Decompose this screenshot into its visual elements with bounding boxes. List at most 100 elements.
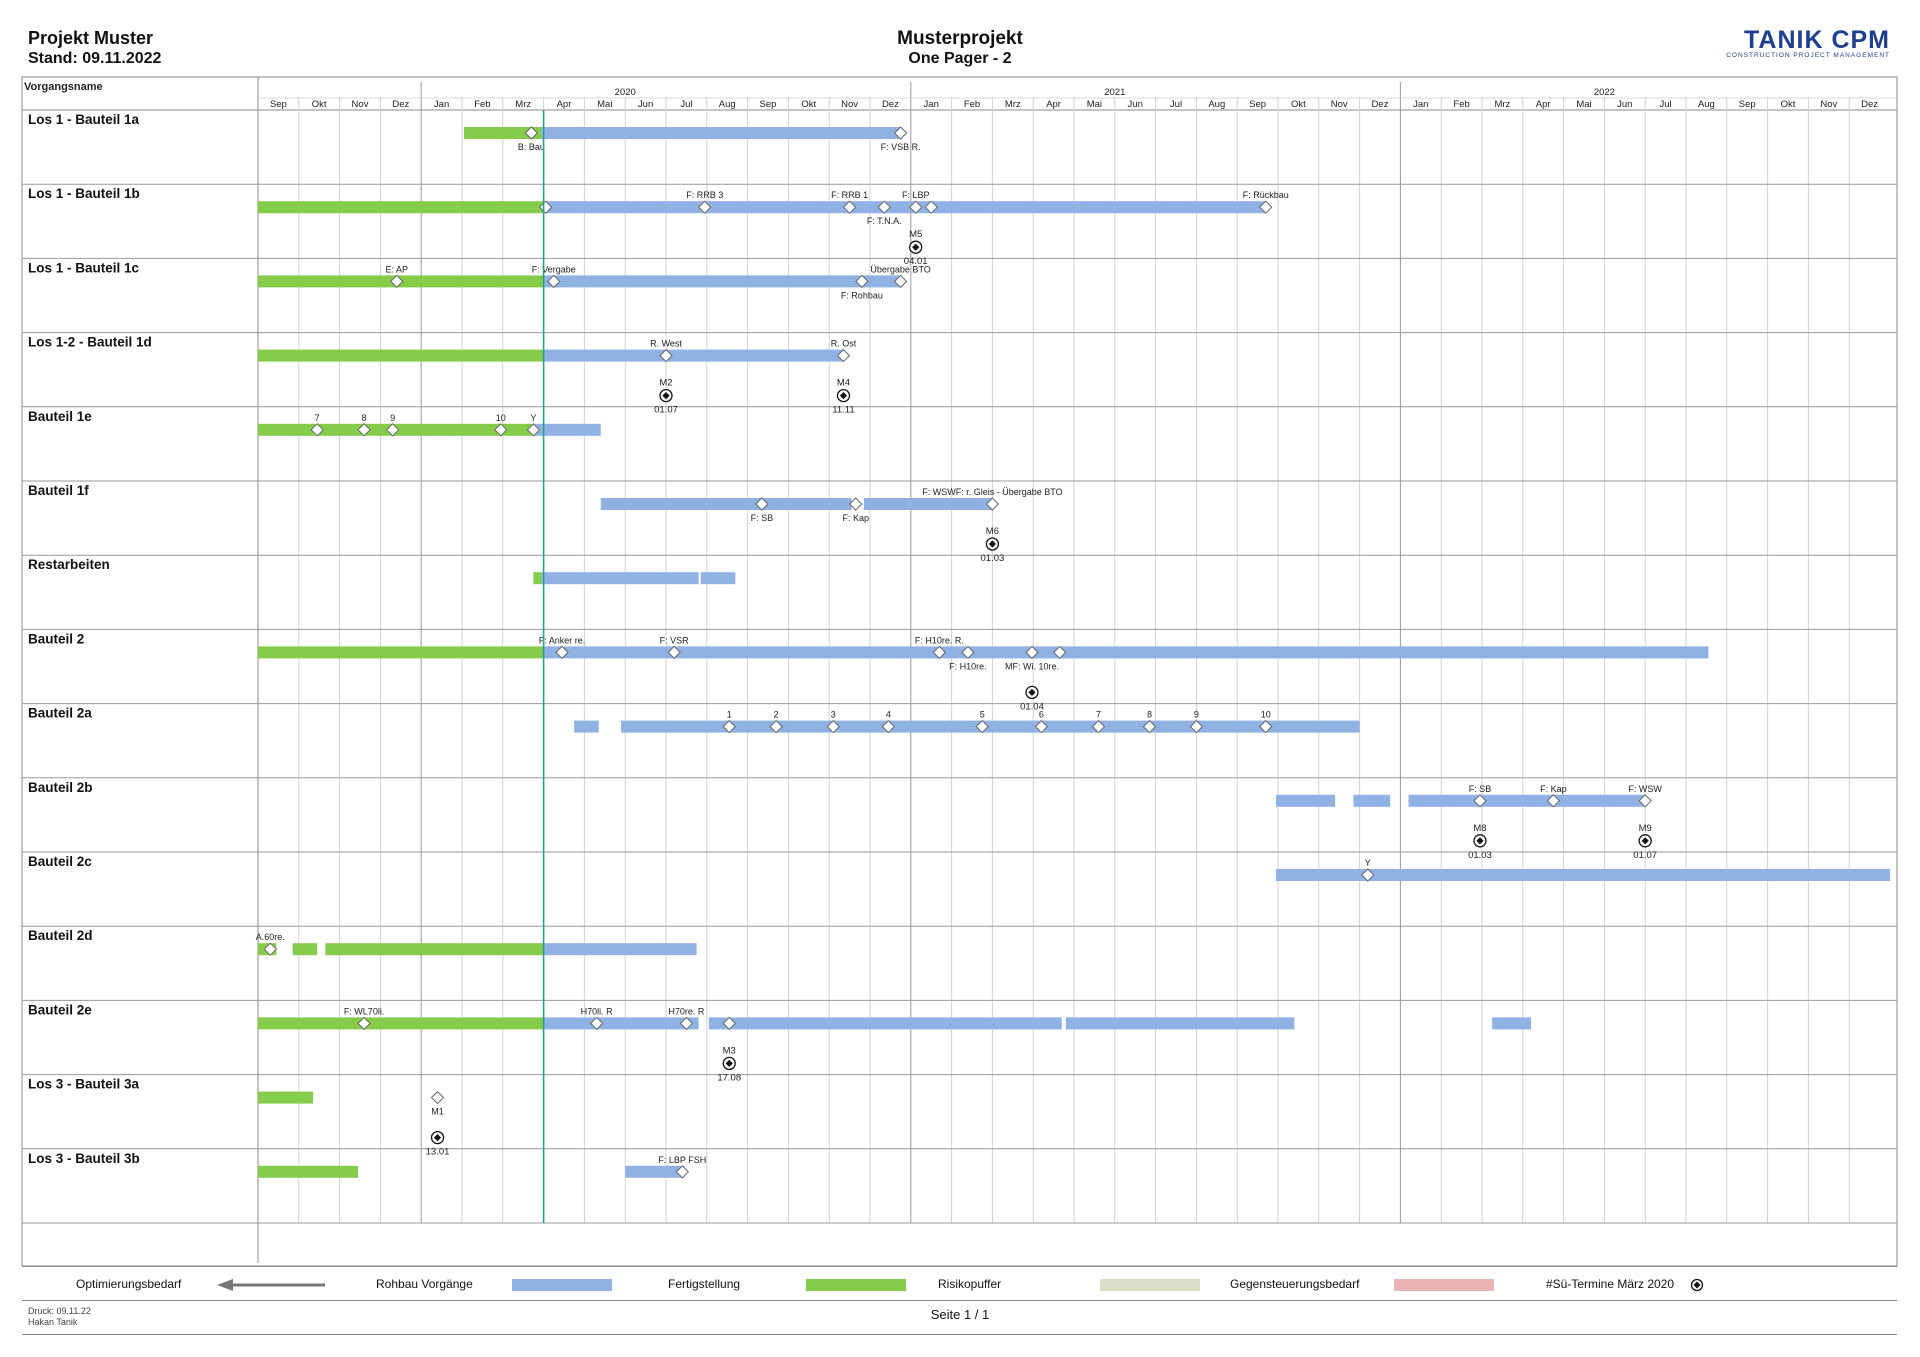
milestone-diamond — [1638, 794, 1652, 808]
month-tick-label: Apr — [1536, 99, 1551, 110]
diamond-label: F: Anker re. — [539, 635, 586, 645]
task-name: Los 1 - Bauteil 1a — [28, 112, 140, 127]
milestone-diamond — [1259, 719, 1273, 734]
chart-frame — [21, 76, 1898, 1267]
rohbau-bar — [600, 498, 852, 510]
milestone-diamond — [659, 348, 673, 363]
diamond-label: 9 — [390, 413, 395, 423]
fertig-bar — [464, 127, 542, 139]
milestone-diamond — [526, 423, 541, 437]
month-tick-label: Okt — [312, 99, 327, 110]
milestone-diamond — [722, 719, 736, 734]
rohbau-bar — [541, 572, 699, 585]
milestone-date: 01.07 — [1633, 850, 1657, 861]
milestone-label: M4 — [837, 378, 850, 389]
fertig-bar — [258, 201, 544, 214]
fertig-bar — [258, 1165, 358, 1178]
diamond-label: 6 — [1039, 710, 1044, 720]
month-tick-label: Aug — [1208, 99, 1225, 110]
sue-milestone-center — [988, 540, 996, 548]
milestone-diamond — [357, 423, 371, 437]
rohbau-bar — [708, 1017, 1062, 1030]
legend-label-rohbau: Rohbau Vorgänge — [376, 1277, 473, 1291]
rohbau-bar — [1408, 794, 1646, 807]
rohbau-bar — [543, 349, 844, 362]
milestone-date: 01.03 — [981, 553, 1005, 564]
rohbau-bar — [1492, 1017, 1531, 1030]
milestone-diamond — [755, 497, 769, 511]
rohbau-bar — [543, 275, 901, 288]
diamond-label: F: H10re. — [949, 661, 987, 671]
page-title: Musterprojekt — [897, 28, 1023, 49]
page-number: Seite 1 / 1 — [930, 1307, 990, 1322]
diamond-label: E: AP — [385, 264, 408, 274]
milestone-label: M3 — [723, 1045, 736, 1056]
task-name: Los 3 - Bauteil 3b — [28, 1151, 140, 1166]
milestone-label: M9 — [1639, 823, 1652, 834]
logo-text: TANIK CPM — [1743, 26, 1890, 54]
fertig-bar — [258, 1091, 314, 1104]
milestone-diamond — [877, 200, 891, 214]
milestone-diamond — [555, 645, 569, 660]
diamond-label: 8 — [1147, 710, 1152, 720]
month-tick-label: Dez — [1372, 99, 1389, 110]
milestone-diamond — [667, 645, 681, 660]
milestone-diamond — [1025, 645, 1039, 660]
page-subtitle: One Pager - 2 — [908, 50, 1012, 67]
month-tick-label: Aug — [719, 99, 736, 110]
rohbau-bar — [1353, 794, 1391, 807]
logo-subtext: CONSTRUCTION PROJECT MANAGEMENT — [1726, 52, 1890, 59]
diamond-label: H70li. R — [581, 1006, 614, 1016]
month-tick-label: Mrz — [1005, 99, 1021, 110]
legend-milestone-icon — [1690, 1278, 1704, 1292]
fertig-bar — [292, 943, 318, 956]
month-tick-label: Mai — [1576, 99, 1591, 110]
sue-milestone-center — [1476, 837, 1484, 845]
milestone-diamond — [698, 200, 712, 214]
month-tick-label: Jul — [1170, 99, 1182, 110]
month-tick-label: Nov — [841, 99, 858, 110]
task-name: Bauteil 2d — [28, 928, 93, 943]
month-tick-label: Mrz — [515, 99, 531, 110]
month-tick-label: Jul — [680, 99, 692, 110]
month-tick-label: Nov — [352, 99, 369, 110]
task-name: Bauteil 2c — [28, 854, 92, 869]
milestone-date: 01.04 — [1020, 701, 1044, 712]
milestone-diamond — [1259, 200, 1273, 214]
milestone-label: M8 — [1473, 823, 1486, 834]
milestone-diamond — [722, 1016, 736, 1031]
legend-label-sue-termine: #Sü-Termine März 2020 — [1546, 1277, 1675, 1291]
sue-milestone-center — [912, 243, 920, 251]
year-tick-label: 2021 — [1104, 87, 1125, 98]
footer-divider — [22, 1300, 1897, 1301]
month-tick-label: Apr — [1046, 99, 1061, 110]
print-date: Druck: 09.11.22 — [28, 1306, 91, 1316]
milestone-label: M6 — [986, 526, 999, 537]
milestone-diamond — [263, 942, 277, 956]
diamond-label: A.60re. — [256, 932, 285, 942]
month-tick-label: Feb — [474, 99, 490, 110]
diamond-label: F: SB — [1469, 784, 1492, 794]
diamond-label: F: T.N.A. — [867, 216, 902, 226]
milestone-diamond — [1546, 794, 1561, 808]
fertig-bar — [258, 1017, 544, 1030]
legend-swatch-gegensteuerung — [1394, 1279, 1494, 1291]
month-tick-label: Sep — [1249, 99, 1266, 110]
diamond-label: F: RRB 3 — [686, 190, 723, 200]
year-tick-label: 2022 — [1594, 87, 1615, 98]
milestone-diamond — [1189, 719, 1204, 734]
fertig-bar — [258, 646, 544, 659]
milestone-diamond — [390, 274, 404, 289]
task-name: Bauteil 2 — [28, 631, 84, 646]
diamond-label: F: LBP — [902, 190, 930, 200]
diamond-label: F: RRB 1 — [831, 190, 868, 200]
diamond-label: F: VSB R. — [881, 142, 921, 152]
milestone-diamond — [849, 497, 863, 511]
fertig-bar — [533, 572, 542, 585]
milestone-diamond — [385, 423, 400, 437]
milestone-diamond — [675, 1165, 690, 1179]
rohbau-bar — [1275, 794, 1336, 807]
diamond-label: F: VSR — [660, 635, 690, 645]
milestone-diamond — [1053, 645, 1067, 660]
diamond-label: Y — [1365, 858, 1371, 868]
